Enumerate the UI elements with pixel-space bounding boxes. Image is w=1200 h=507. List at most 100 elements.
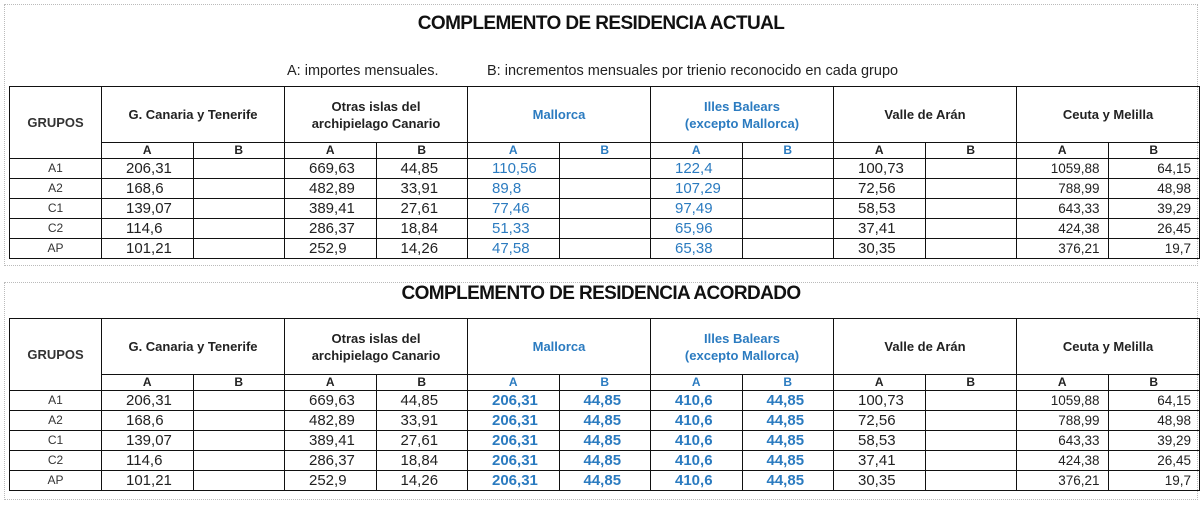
cell xyxy=(192,430,285,451)
cell xyxy=(741,238,834,259)
data-table: GRUPOS G. Canaria y Tenerife Otras islas d… xyxy=(9,86,1200,259)
group-header-line: G. Canaria y Tenerife xyxy=(128,107,258,122)
cell: 72,56 xyxy=(833,410,926,431)
cell: 39,29 xyxy=(1107,198,1200,219)
row-label: A1 xyxy=(9,390,102,411)
cell xyxy=(192,238,285,259)
group-header: Valle de Arán xyxy=(832,318,1018,375)
cell: 424,38 xyxy=(1016,218,1109,239)
cell: 376,21 xyxy=(1016,238,1109,259)
data-row: C1 139,07 389,41 27,61 206,31 44,85 410,6 44,85… xyxy=(9,430,1200,451)
row-label: AP xyxy=(9,470,102,491)
cell xyxy=(558,198,651,219)
cell: 27,61 xyxy=(375,430,468,451)
row-label: A2 xyxy=(9,178,102,199)
cell: 669,63 xyxy=(284,158,377,179)
group-header-line: Illes Balears xyxy=(704,330,780,346)
subheader: B xyxy=(375,374,468,391)
cell xyxy=(192,178,285,199)
cell: 100,73 xyxy=(833,390,926,411)
cell: 33,91 xyxy=(375,410,468,431)
cell: 18,84 xyxy=(375,218,468,239)
cell: 64,15 xyxy=(1107,158,1200,179)
cell: 168,6 xyxy=(101,410,194,431)
cell: 410,6 xyxy=(650,430,743,451)
cell xyxy=(558,238,651,259)
cell: 47,58 xyxy=(467,238,560,259)
data-row: C2 114,6 286,37 18,84 51,33 65,96 37,41 424,38 2… xyxy=(9,218,1200,239)
cell: 410,6 xyxy=(650,470,743,491)
row-label: C2 xyxy=(9,450,102,471)
subheader: B xyxy=(192,374,285,391)
group-header: Illes Balears (excepto Mallorca) xyxy=(650,318,834,375)
cell: 286,37 xyxy=(284,450,377,471)
group-header-line: Ceuta y Melilla xyxy=(1062,107,1154,122)
cell: 643,33 xyxy=(1016,430,1109,451)
cell: 114,6 xyxy=(101,218,194,239)
cell: 27,61 xyxy=(375,198,468,219)
row-label: A1 xyxy=(9,158,102,179)
cell xyxy=(558,158,651,179)
cell: 72,56 xyxy=(833,178,926,199)
cell: 168,6 xyxy=(101,178,194,199)
cell: 410,6 xyxy=(650,410,743,431)
cell xyxy=(558,218,651,239)
corner-header: GRUPOS xyxy=(9,86,102,159)
cell: 37,41 xyxy=(833,450,926,471)
subheader: B xyxy=(924,374,1018,391)
group-header: Otras islas del archipielago Canario xyxy=(284,86,468,143)
subheader: A xyxy=(467,374,560,391)
cell: 206,31 xyxy=(467,450,560,471)
cell: 30,35 xyxy=(833,238,926,259)
cell: 252,9 xyxy=(284,470,377,491)
cell: 100,73 xyxy=(833,158,926,179)
cell: 206,31 xyxy=(467,410,560,431)
corner-header: GRUPOS xyxy=(9,318,102,391)
subheader: A xyxy=(1016,374,1109,391)
group-header: Mallorca xyxy=(467,318,651,375)
cell: 206,31 xyxy=(467,390,560,411)
data-row: A2 168,6 482,89 33,91 89,8 107,29 72,56 788,99 4… xyxy=(9,178,1200,199)
cell xyxy=(192,410,285,431)
header-row: GRUPOS G. Canaria y Tenerife Otras islas d… xyxy=(9,86,1200,159)
cell: 97,49 xyxy=(650,198,743,219)
cell: 788,99 xyxy=(1016,178,1109,199)
group-header: Ceuta y Melilla xyxy=(1016,318,1200,375)
cell: 206,31 xyxy=(467,470,560,491)
data-row: A1 206,31 669,63 44,85 110,56 122,4 100,73 1059… xyxy=(9,158,1200,179)
cell xyxy=(924,238,1018,259)
cell: 39,29 xyxy=(1107,430,1200,451)
cell xyxy=(558,178,651,199)
group-header: Valle de Arán xyxy=(832,86,1018,143)
cell: 101,21 xyxy=(101,470,194,491)
cell: 58,53 xyxy=(833,198,926,219)
cell: 48,98 xyxy=(1107,410,1200,431)
cell: 206,31 xyxy=(101,390,194,411)
group-header: Mallorca xyxy=(467,86,651,143)
group-header: Illes Balears (excepto Mallorca) xyxy=(650,86,834,143)
cell: 44,85 xyxy=(558,450,651,471)
cell: 389,41 xyxy=(284,430,377,451)
cell: 44,85 xyxy=(741,470,834,491)
cell: 206,31 xyxy=(101,158,194,179)
group-header-line: Mallorca xyxy=(532,339,586,354)
subheader: B xyxy=(741,374,834,391)
data-row: A1 206,31 669,63 44,85 206,31 44,85 410,6 44,85… xyxy=(9,390,1200,411)
cell: 65,96 xyxy=(650,218,743,239)
cell xyxy=(924,450,1018,471)
data-table: GRUPOS G. Canaria y Tenerife Otras islas d… xyxy=(9,318,1200,491)
cell: 64,15 xyxy=(1107,390,1200,411)
cell: 252,9 xyxy=(284,238,377,259)
group-header-line: G. Canaria y Tenerife xyxy=(128,339,258,354)
cell xyxy=(192,218,285,239)
cell xyxy=(192,390,285,411)
cell: 410,6 xyxy=(650,450,743,471)
group-header-line: Illes Balears xyxy=(704,98,780,114)
cell xyxy=(741,198,834,219)
data-row: AP 101,21 252,9 14,26 47,58 65,38 30,35 376,21 1… xyxy=(9,238,1200,259)
cell: 14,26 xyxy=(375,238,468,259)
cell: 30,35 xyxy=(833,470,926,491)
cell: 643,33 xyxy=(1016,198,1109,219)
subheader: A xyxy=(650,142,743,159)
